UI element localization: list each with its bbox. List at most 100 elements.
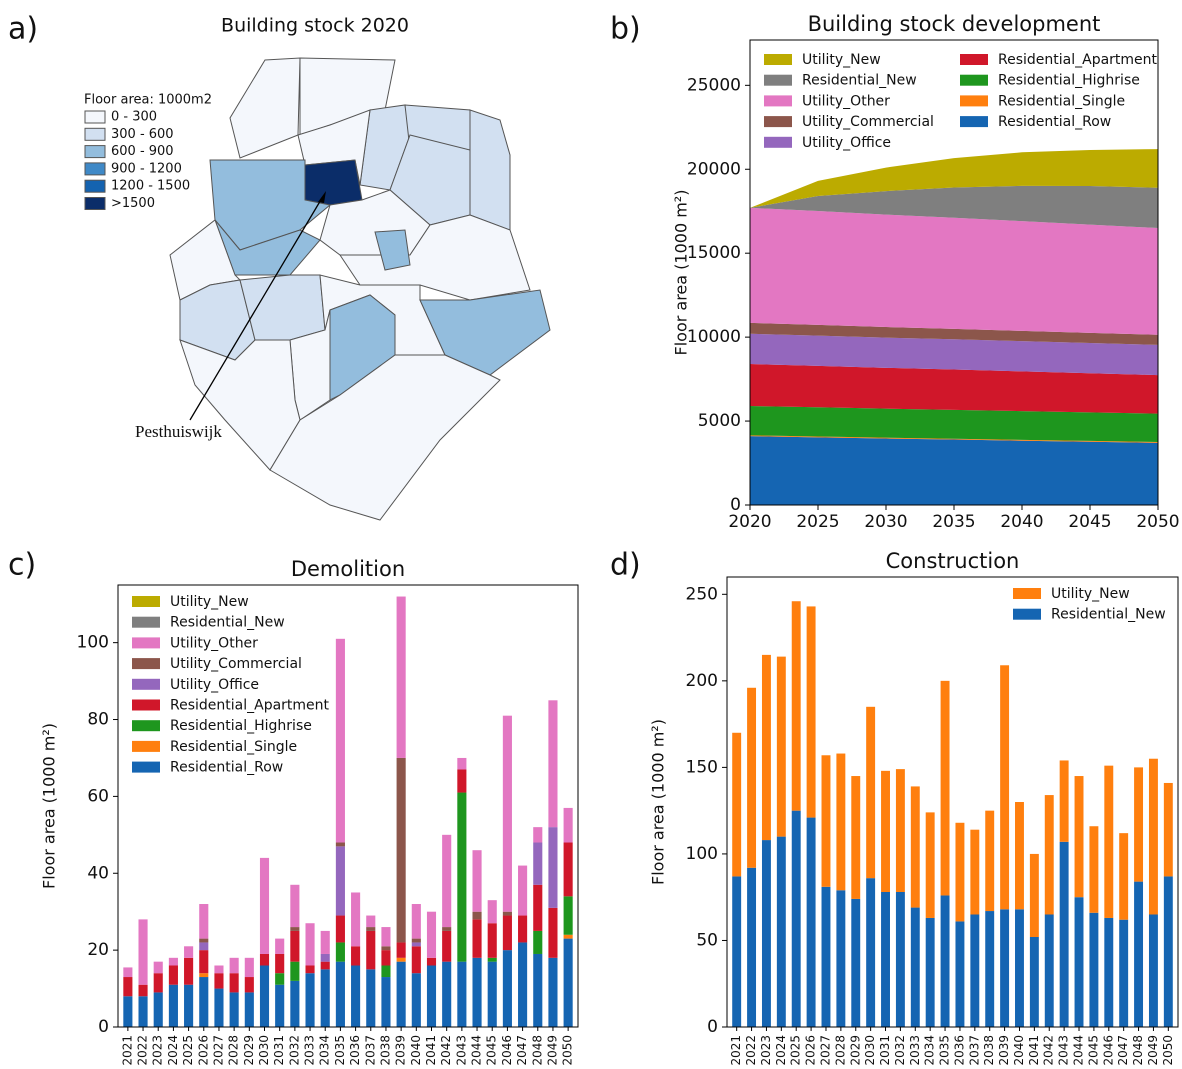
x-tick-label: 2031 (272, 1035, 286, 1066)
legend-swatch (132, 658, 160, 670)
legend-swatch (1013, 588, 1041, 599)
legend-label: 900 - 1200 (111, 161, 182, 176)
bar-segment (199, 977, 209, 1027)
bar-segment (426, 911, 437, 958)
legend-label: >1500 (111, 196, 155, 211)
bar-segment (457, 757, 467, 770)
bar-segment (381, 946, 391, 951)
district (229, 57, 301, 159)
legend-swatch (132, 761, 160, 773)
bar-segment (533, 884, 543, 931)
x-tick-label: 2047 (515, 1035, 529, 1066)
bar-segment (866, 878, 876, 1027)
area (750, 149, 1158, 208)
bar-segment (940, 680, 950, 896)
y-tick-label: 0 (98, 1017, 109, 1037)
x-tick-label: 2022 (136, 1035, 150, 1066)
y-tick-label: 15000 (687, 243, 741, 263)
bar-segment (925, 812, 935, 918)
bar-segment (320, 961, 330, 970)
bar-segment (1119, 919, 1129, 1027)
x-tick-label: 2038 (982, 1035, 996, 1066)
bar-segment (1059, 760, 1069, 842)
bar-segment (791, 601, 801, 811)
bar-segment (910, 786, 920, 908)
bar-segment (1104, 765, 1114, 918)
bar-segment (381, 965, 391, 978)
axes-frame (726, 576, 1179, 1028)
bar-segment (732, 876, 742, 1027)
y-axis-label: Floor area (1000 m²) (649, 719, 668, 885)
bar-segment (1000, 665, 1010, 910)
area (750, 405, 1158, 443)
bar-segment (487, 957, 497, 962)
district (374, 229, 411, 271)
bar-segment (320, 969, 330, 1027)
x-tick-label: 2046 (500, 1035, 514, 1066)
map (169, 57, 551, 521)
legend-swatch (764, 74, 792, 86)
bar-segment (366, 969, 376, 1027)
legend-swatch (132, 678, 160, 690)
bar-segment (955, 822, 965, 922)
x-tick-label: 2035 (932, 512, 975, 532)
bar-segment (821, 886, 831, 1027)
bar-segment (290, 961, 300, 981)
bar-segment (1029, 937, 1039, 1027)
bar-segment (1029, 853, 1039, 937)
bar-segment (442, 961, 452, 1027)
x-tick-label: 2022 (744, 1035, 758, 1066)
district (179, 339, 301, 471)
legend-swatch (132, 616, 160, 628)
bar-segment (442, 834, 452, 928)
bar-segment (970, 914, 980, 1027)
chart-title: Construction (886, 549, 1020, 573)
legend-label: Residential_Single (998, 93, 1125, 109)
legend-title: Floor area: 1000m2 (84, 93, 212, 108)
bar-segment (821, 755, 831, 887)
x-tick-label: 2033 (908, 1035, 922, 1066)
legend-swatch (132, 740, 160, 752)
x-tick-label: 2036 (348, 1035, 362, 1066)
legend-swatch (132, 637, 160, 649)
y-tick-label: 20000 (687, 159, 741, 179)
bar-segment (457, 769, 467, 793)
legend-swatch (960, 95, 988, 107)
bar-segment (761, 840, 771, 1027)
bar-segment (199, 942, 209, 951)
legend-label: Utility_New (1051, 586, 1130, 602)
bar-segment (396, 957, 406, 962)
bar-segment (153, 973, 163, 993)
x-tick-label: 2024 (774, 1035, 788, 1066)
legend-swatch (84, 127, 106, 141)
bar-segment (396, 942, 406, 958)
bar-segment (335, 846, 345, 916)
bar-segment (925, 917, 935, 1027)
panel-label: d) (610, 548, 641, 583)
legend-label: Utility_Commercial (802, 114, 934, 130)
y-tick-label: 200 (686, 671, 718, 691)
x-tick-label: 2034 (923, 1035, 937, 1066)
legend-label: Residential_Apartment (998, 52, 1158, 68)
bar-segment (442, 930, 452, 962)
y-tick-label: 150 (686, 757, 718, 777)
legend-label: Residential_Row (998, 114, 1111, 130)
x-tick-label: 2049 (1146, 1035, 1160, 1066)
bar-segment (457, 961, 467, 1027)
bar-segment (1000, 909, 1010, 1027)
district (469, 109, 511, 231)
district (269, 354, 501, 521)
bar-segment (533, 842, 543, 885)
bar-segment (502, 950, 512, 1027)
panel-label: c) (8, 548, 36, 583)
bar-segment (411, 946, 421, 974)
area (750, 436, 1158, 505)
x-tick-label: 2025 (181, 1035, 195, 1066)
bar-segment (335, 842, 345, 847)
panel-label: b) (610, 12, 641, 47)
legend-label: 600 - 900 (111, 144, 174, 159)
x-tick-label: 2042 (1042, 1035, 1056, 1066)
chart-title: Building stock 2020 (221, 15, 409, 37)
y-axis-label: Floor area (1000 m²) (672, 190, 691, 356)
legend-swatch (960, 74, 988, 86)
